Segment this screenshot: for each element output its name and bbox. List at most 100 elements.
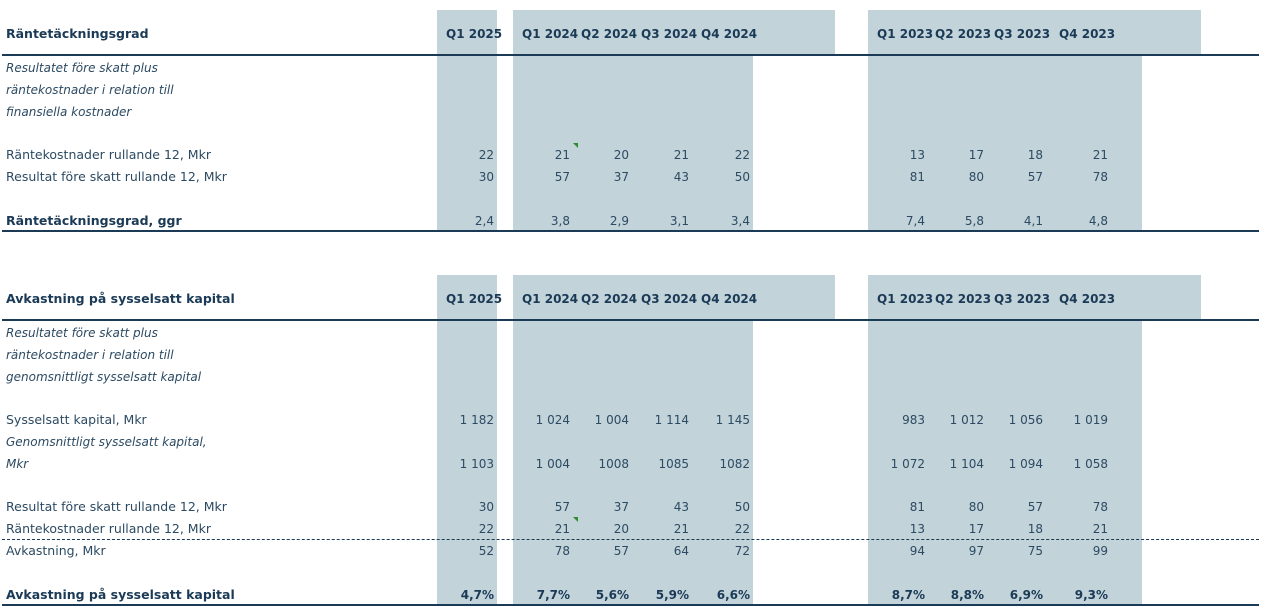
description-line: finansiella kostnader <box>6 105 132 119</box>
band-2023 <box>868 10 1201 54</box>
cell: 21 <box>673 522 689 536</box>
cell: 1 094 <box>1008 457 1043 471</box>
column-header: Q4 2024 <box>701 27 758 41</box>
cell: 37 <box>613 170 629 184</box>
comment-marker-icon[interactable] <box>573 517 578 522</box>
cell: 64 <box>673 544 689 558</box>
cell: 21 <box>554 522 570 536</box>
band-2023-body <box>868 319 1142 606</box>
cell: 20 <box>613 148 629 162</box>
cell: 57 <box>1027 500 1043 514</box>
cell: 17 <box>968 148 984 162</box>
cell: 1 024 <box>535 413 570 427</box>
total-cell: 4,7% <box>460 588 494 602</box>
cell: 1 056 <box>1008 413 1043 427</box>
column-header: Q3 2024 <box>641 292 698 306</box>
cell: 57 <box>613 544 629 558</box>
column-header: Q1 2025 <box>446 27 503 41</box>
row-label: Sysselsatt kapital, Mkr <box>6 412 147 427</box>
cell: 99 <box>1092 544 1108 558</box>
band-q1-2025 <box>437 10 497 231</box>
total-cell: 5,9% <box>655 588 689 602</box>
cell: 1 114 <box>654 413 689 427</box>
cell: 30 <box>478 170 494 184</box>
column-header: Q1 2025 <box>446 292 503 306</box>
band-2023 <box>868 275 1201 319</box>
cell: 22 <box>478 148 494 162</box>
cell: 1 019 <box>1073 413 1108 427</box>
cell: 1 072 <box>890 457 925 471</box>
band-2024 <box>513 275 835 319</box>
band-q1-2025 <box>437 275 497 606</box>
dashed-separator <box>2 539 1259 540</box>
cell: 43 <box>673 170 689 184</box>
row-label: Resultat före skatt rullande 12, Mkr <box>6 499 227 514</box>
total-cell: 5,6% <box>595 588 629 602</box>
cell: 78 <box>1092 500 1108 514</box>
cell: 18 <box>1027 148 1043 162</box>
cell: 22 <box>734 148 750 162</box>
description-line: genomsnittligt sysselsatt kapital <box>6 370 202 384</box>
cell: 78 <box>554 544 570 558</box>
cell: 13 <box>909 148 925 162</box>
total-cell: 7,7% <box>536 588 570 602</box>
cell: 78 <box>1092 170 1108 184</box>
cell: 1 012 <box>949 413 984 427</box>
total-cell: 2,9 <box>609 214 629 228</box>
total-cell: 3,1 <box>669 214 689 228</box>
cell: 13 <box>909 522 925 536</box>
cell: 72 <box>734 544 750 558</box>
column-header: Q2 2023 <box>935 27 992 41</box>
table-title: Räntetäckningsgrad <box>6 26 149 41</box>
cell: 1 058 <box>1073 457 1108 471</box>
cell: 80 <box>968 500 984 514</box>
cell: 1 104 <box>949 457 984 471</box>
table-title: Avkastning på sysselsatt kapital <box>6 291 235 306</box>
total-cell: 3,4 <box>730 214 750 228</box>
column-header: Q1 2023 <box>877 27 934 41</box>
row-label: Genomsnittligt sysselsatt kapital, <box>6 435 207 449</box>
column-header: Q3 2023 <box>994 292 1051 306</box>
band-2024 <box>513 10 835 54</box>
cell: 75 <box>1027 544 1043 558</box>
column-header: Q4 2023 <box>1059 27 1116 41</box>
band-2024-body <box>513 319 753 606</box>
cell: 80 <box>968 170 984 184</box>
description-line: räntekostnader i relation till <box>6 348 174 362</box>
row-label: Räntekostnader rullande 12, Mkr <box>6 147 211 162</box>
cell: 22 <box>734 522 750 536</box>
description-line: Resultatet före skatt plus <box>6 61 158 75</box>
cell: 57 <box>1027 170 1043 184</box>
total-label: Räntetäckningsgrad, ggr <box>6 213 182 228</box>
cell: 1 004 <box>594 413 629 427</box>
cell: 81 <box>909 500 925 514</box>
comment-marker-icon[interactable] <box>573 143 578 148</box>
cell: 983 <box>902 413 925 427</box>
column-header: Q4 2024 <box>701 292 758 306</box>
column-header: Q1 2024 <box>522 292 579 306</box>
cell: 57 <box>554 170 570 184</box>
cell: 30 <box>478 500 494 514</box>
column-header: Q2 2024 <box>581 27 638 41</box>
cell: 50 <box>734 170 750 184</box>
cell: 1085 <box>658 457 689 471</box>
cell: 50 <box>734 500 750 514</box>
row-label: Räntekostnader rullande 12, Mkr <box>6 521 211 536</box>
cell: 81 <box>909 170 925 184</box>
row-label: Resultat före skatt rullande 12, Mkr <box>6 169 227 184</box>
cell: 1 145 <box>715 413 750 427</box>
cell: 1 103 <box>459 457 494 471</box>
cell: 43 <box>673 500 689 514</box>
cell: 57 <box>554 500 570 514</box>
description-line: räntekostnader i relation till <box>6 83 174 97</box>
total-cell: 7,4 <box>905 214 925 228</box>
row-label: Mkr <box>6 457 29 471</box>
description-line: Resultatet före skatt plus <box>6 326 158 340</box>
cell: 94 <box>909 544 925 558</box>
column-header: Q1 2023 <box>877 292 934 306</box>
header-rule <box>2 54 1259 56</box>
column-header: Q3 2023 <box>994 27 1051 41</box>
total-cell: 8,7% <box>891 588 925 602</box>
column-header: Q1 2024 <box>522 27 579 41</box>
column-header: Q4 2023 <box>1059 292 1116 306</box>
